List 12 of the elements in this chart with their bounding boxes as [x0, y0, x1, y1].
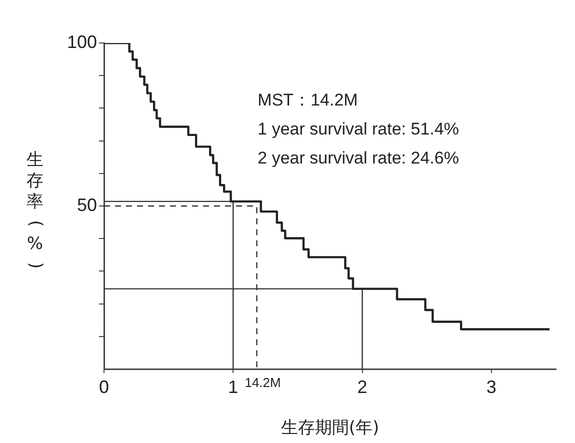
y-tick-label: 50 — [76, 194, 97, 215]
annotation: 1 year survival rate: 51.4% — [258, 120, 459, 139]
y-tick-label: 100 — [66, 32, 97, 52]
annotation: 2 year survival rate: 24.6% — [258, 148, 459, 168]
y-axis-title: 生存率(%) — [24, 150, 46, 271]
annotation: 14.2M — [244, 375, 281, 390]
x-tick-label: 3 — [486, 376, 496, 397]
x-tick-label: 0 — [98, 376, 110, 397]
annotation: MST：14.2M — [258, 90, 358, 110]
x-tick-label: 1 — [228, 376, 238, 397]
x-axis-title: 生存期間(年) — [280, 418, 380, 438]
x-tick-label: 2 — [357, 376, 368, 397]
